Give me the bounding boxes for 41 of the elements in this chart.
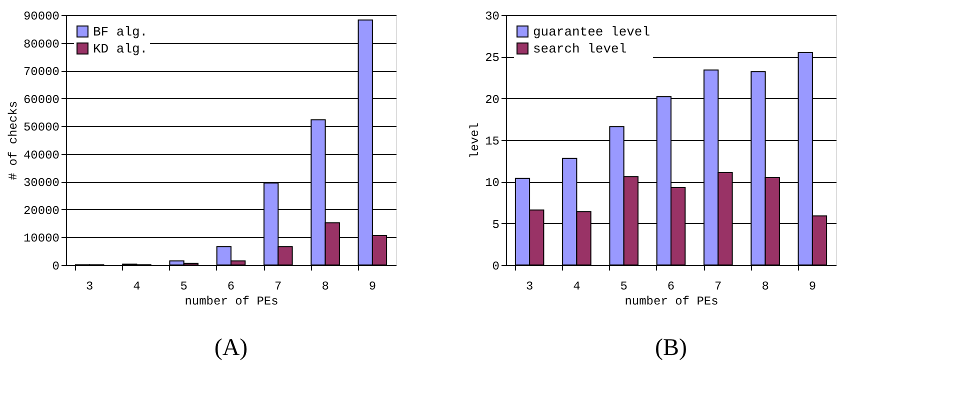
x-tick-label: 5 — [620, 280, 628, 294]
legend-label: guarantee level — [533, 24, 650, 40]
x-axis-title: number of PEs — [624, 294, 718, 308]
x-tick-label: 9 — [368, 280, 376, 294]
x-tick-label: 4 — [133, 280, 140, 294]
x-tick-label: 8 — [762, 280, 769, 294]
x-tick-label: 6 — [667, 280, 675, 294]
y-tick-label: 15 — [485, 134, 500, 148]
x-tick-label: 3 — [526, 280, 534, 294]
y-tick-label: 0 — [492, 260, 500, 274]
y-tick-label: 30000 — [23, 176, 60, 190]
y-tick-label: 20000 — [23, 204, 60, 218]
y-tick-label: 30 — [485, 10, 500, 24]
x-tick-label: 4 — [573, 280, 580, 294]
y-tick-label: 25 — [485, 51, 500, 66]
x-tick-label: 9 — [808, 280, 816, 294]
x-tick-label: 7 — [274, 280, 282, 294]
y-axis-title: level — [468, 122, 482, 159]
y-tick-label: 10 — [485, 176, 500, 190]
y-tick-label: 5 — [492, 218, 500, 232]
y-tick-label: 0 — [52, 260, 60, 274]
y-tick-label: 70000 — [23, 65, 60, 80]
y-tick-label: 80000 — [23, 37, 60, 52]
y-tick-label: 50000 — [23, 120, 60, 135]
y-tick-label: 20 — [485, 92, 500, 107]
x-tick-label: 6 — [227, 280, 235, 294]
y-tick-label: 40000 — [23, 148, 60, 162]
legend-label: search level — [533, 42, 627, 56]
legend-label: KD alg. — [93, 42, 148, 56]
legend-label: BF alg. — [93, 24, 148, 40]
y-tick-label: 60000 — [23, 92, 60, 107]
x-tick-label: 8 — [322, 280, 329, 294]
x-tick-label: 7 — [714, 280, 722, 294]
y-tick-label: 90000 — [23, 10, 60, 24]
x-tick-label: 5 — [180, 280, 188, 294]
y-axis-title: # of checks — [6, 100, 20, 180]
x-axis-title: number of PEs — [184, 294, 278, 308]
x-tick-label: 3 — [86, 280, 94, 294]
text: (B) — [655, 335, 687, 361]
text: (A) — [214, 335, 248, 361]
y-tick-label: 10000 — [23, 232, 60, 246]
